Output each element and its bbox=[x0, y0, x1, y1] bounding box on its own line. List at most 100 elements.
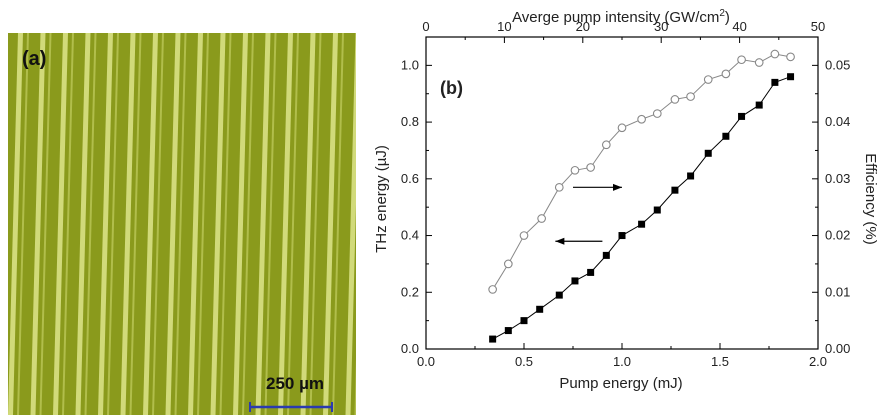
micrograph-stripe-edge bbox=[39, 33, 52, 415]
efficiency-line bbox=[492, 53, 791, 290]
efficiency-point bbox=[586, 163, 595, 172]
micrograph-panel: (a) 250 µm bbox=[8, 33, 356, 415]
arrow-left-head bbox=[555, 237, 565, 245]
series-layer bbox=[488, 49, 795, 343]
x2-axis-label-sup: 2 bbox=[719, 8, 725, 19]
micrograph-stripe bbox=[30, 33, 46, 415]
y-tick-label: 0.6 bbox=[401, 171, 419, 186]
x2-tick-label: 20 bbox=[576, 19, 590, 34]
scale-bar-label: 250 µm bbox=[266, 374, 324, 393]
efficiency-point bbox=[652, 109, 662, 118]
micrograph-stripe bbox=[120, 33, 136, 415]
efficiency-point bbox=[786, 52, 795, 62]
efficiency-point bbox=[617, 123, 627, 133]
micrograph-stripe-edge bbox=[62, 33, 74, 415]
micrograph-stripe-edge bbox=[129, 33, 142, 415]
micrograph-stripe-edge bbox=[174, 33, 187, 415]
thz-energy-point bbox=[504, 327, 512, 335]
x2-axis-label: Averge pump intensity (GW/cm2) bbox=[512, 8, 730, 26]
y-tick-label: 0.4 bbox=[401, 228, 419, 243]
y-tick-label: 0.8 bbox=[401, 114, 419, 129]
x2-axis-label-end: ) bbox=[725, 9, 730, 26]
x2-tick-label: 0 bbox=[422, 19, 429, 34]
micrograph-stripe-edge bbox=[287, 33, 299, 415]
efficiency-point bbox=[570, 165, 580, 175]
efficiency-point bbox=[670, 95, 680, 104]
micrograph-stripes bbox=[8, 33, 356, 415]
efficiency-point bbox=[703, 75, 713, 84]
arrow-right-head bbox=[613, 183, 622, 191]
micrograph-stripe bbox=[345, 33, 356, 415]
micrograph-image: (a) 250 µm bbox=[8, 33, 356, 415]
x-tick-label: 0.5 bbox=[515, 354, 533, 369]
x2-axis-label-main: Averge pump intensity (GW/cm bbox=[512, 9, 719, 26]
x-tick-label: 1.5 bbox=[711, 354, 729, 369]
annotation-arrows bbox=[555, 183, 622, 245]
x-axis-label: Pump energy (mJ) bbox=[559, 375, 682, 392]
efficiency-point bbox=[519, 231, 529, 240]
micrograph-stripe bbox=[255, 33, 271, 415]
thz-energy-point bbox=[571, 277, 579, 285]
y-tick-label: 0.2 bbox=[401, 284, 419, 299]
y2-tick-label: 0.05 bbox=[825, 57, 850, 72]
x2-tick-label: 50 bbox=[811, 19, 825, 34]
x2-tick-label: 40 bbox=[732, 19, 746, 34]
axis-ticks: 0.0 0.5 1.0 1.5 2.0 0 10 20 30 40 50 0.0 0.2 0.4 0.6 0.… bbox=[401, 19, 850, 369]
y-tick-label: 1.0 bbox=[401, 57, 419, 72]
thz-energy-point bbox=[704, 149, 712, 157]
efficiency-point bbox=[601, 140, 611, 150]
thz-energy-point bbox=[587, 268, 595, 276]
micrograph-stripe-edge bbox=[354, 357, 356, 415]
y2-axis-label: Efficiency (%) bbox=[862, 153, 879, 244]
thz-energy-point bbox=[687, 172, 695, 180]
micrograph-stripe-edge bbox=[242, 33, 254, 415]
micrograph-stripe bbox=[300, 33, 316, 415]
thz-energy-point bbox=[653, 206, 661, 214]
efficiency-point bbox=[537, 214, 546, 223]
micrograph-stripe-edge bbox=[332, 33, 344, 415]
micrograph-stripe-edge bbox=[219, 33, 232, 415]
micrograph-stripe bbox=[8, 33, 23, 415]
thz-energy-point bbox=[638, 220, 646, 228]
micrograph-stripe bbox=[143, 33, 158, 415]
micrograph-stripe bbox=[323, 33, 338, 415]
y2-tick-label: 0.03 bbox=[825, 171, 850, 186]
thz-energy-point bbox=[555, 291, 563, 299]
x2-tick-label: 30 bbox=[654, 19, 668, 34]
efficiency-point bbox=[686, 92, 695, 101]
thz-energy-point bbox=[489, 335, 497, 343]
y2-tick-label: 0.00 bbox=[825, 341, 850, 356]
x-tick-label: 2.0 bbox=[809, 354, 827, 369]
efficiency-point bbox=[721, 69, 731, 79]
panel-b-label: (b) bbox=[440, 78, 463, 98]
micrograph-stripe-edge bbox=[17, 33, 29, 415]
thz-energy-point bbox=[618, 232, 626, 240]
efficiency-point bbox=[737, 55, 746, 65]
thz-energy-point bbox=[755, 101, 763, 109]
y2-tick-label: 0.01 bbox=[825, 284, 850, 299]
efficiency-point bbox=[637, 114, 646, 124]
efficiency-point bbox=[488, 285, 497, 294]
micrograph-stripe bbox=[165, 33, 181, 415]
micrograph-stripe bbox=[233, 33, 248, 415]
y-tick-label: 0.0 bbox=[401, 341, 419, 356]
plot-area-border bbox=[425, 36, 819, 350]
y2-tick-label: 0.04 bbox=[825, 114, 850, 129]
thz-energy-point bbox=[671, 186, 679, 194]
efficiency-point bbox=[770, 49, 780, 59]
micrograph-stripe-edge bbox=[152, 33, 164, 415]
thz-energy-point bbox=[536, 305, 544, 313]
thz-energy-point bbox=[771, 78, 779, 86]
micrograph-stripe-edge bbox=[107, 33, 119, 415]
micrograph-stripe bbox=[53, 33, 68, 415]
thz-energy-point bbox=[602, 251, 610, 259]
micrograph-stripe bbox=[188, 33, 203, 415]
micrograph-stripe bbox=[278, 33, 293, 415]
micrograph-stripe bbox=[98, 33, 113, 415]
thz-energy-point bbox=[787, 73, 795, 81]
micrograph-stripe bbox=[75, 33, 91, 415]
micrograph-stripe-edge bbox=[264, 33, 277, 415]
micrograph-stripe bbox=[210, 33, 226, 415]
y2-tick-label: 0.02 bbox=[825, 228, 850, 243]
